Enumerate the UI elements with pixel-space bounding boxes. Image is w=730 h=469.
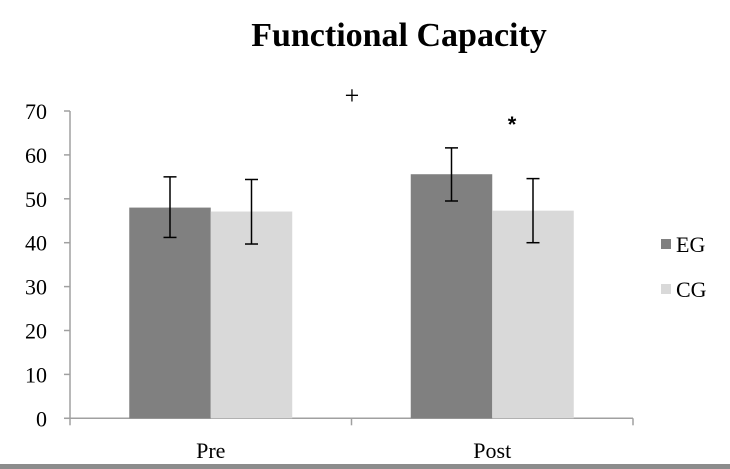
y-axis: 0 10 20 30 40 50 60 70 [25,99,71,431]
x-axis: Pre Post [64,417,634,463]
bar-eg [410,174,493,419]
legend: EG CG [661,232,707,302]
x-tick-label: Post [473,438,511,463]
y-tick-label: 50 [25,187,47,212]
y-tick-label: 20 [25,319,47,344]
legend-swatch-cg [661,284,671,294]
error-bars [163,147,540,245]
bar-eg [129,207,211,419]
bar-cg [210,211,293,419]
bottom-border [0,464,730,469]
y-tick-label: 30 [25,275,47,300]
bars [129,174,574,419]
annotation-asterisk: * [508,112,517,137]
bar-cg [492,210,574,419]
legend-swatch-eg [661,239,671,249]
x-tick-label: Pre [196,438,225,463]
legend-label-cg: CG [676,277,707,302]
legend-label-eg: EG [676,232,705,257]
y-tick-label: 40 [25,231,47,256]
chart-title: Functional Capacity [251,17,547,54]
y-tick-label: 70 [25,99,47,124]
y-tick-label: 0 [36,406,47,431]
annotations: + * [345,81,517,137]
y-tick-label: 60 [25,143,47,168]
y-tick-label: 10 [25,362,47,387]
annotation-plus: + [345,81,360,110]
